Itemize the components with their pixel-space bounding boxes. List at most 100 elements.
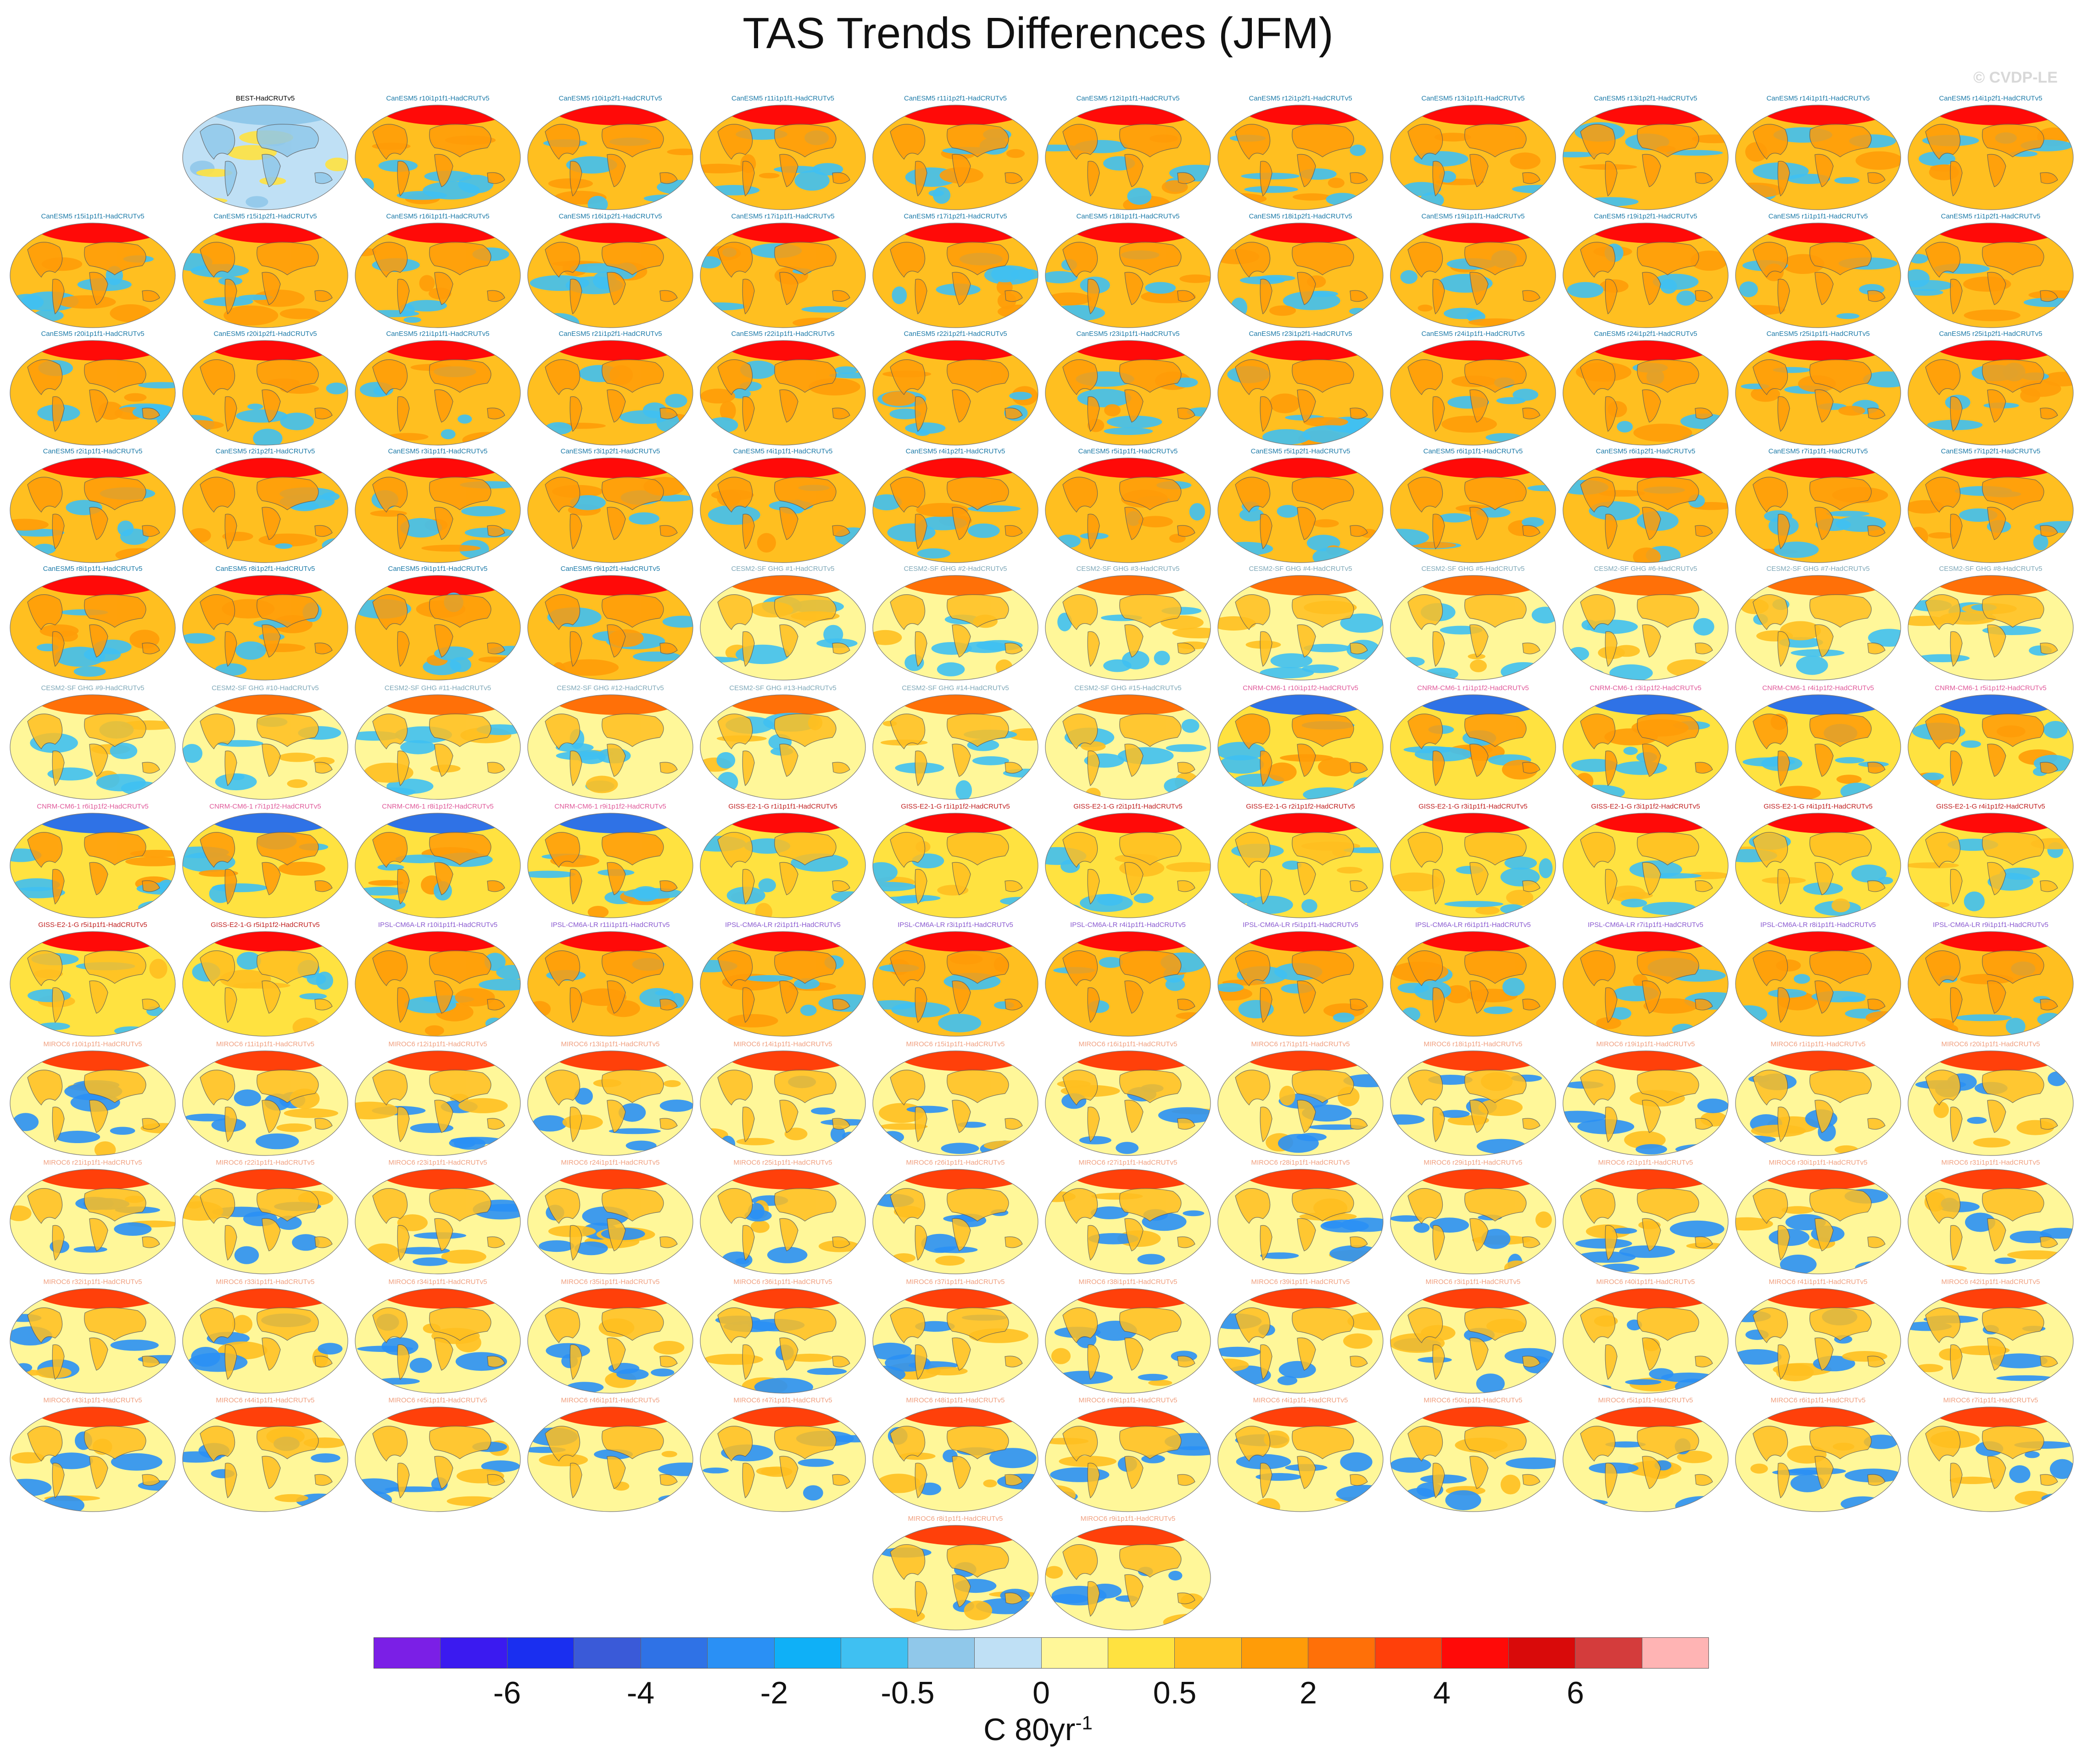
globe-border xyxy=(10,1169,176,1274)
continent-outline xyxy=(832,642,850,654)
map-panel: CESM2-SF GHG #5-HadCRUTv5 xyxy=(1388,564,1558,684)
map-panel-label: MIROC6 r28i1p1f1-HadCRUTv5 xyxy=(1251,1159,1350,1167)
continent-outline xyxy=(314,642,333,654)
continent-outline xyxy=(84,359,146,393)
map-panel: MIROC6 r38i1p1f1-HadCRUTv5 xyxy=(1043,1278,1213,1397)
globe-map xyxy=(1563,1050,1729,1156)
arctic-anomaly xyxy=(205,813,342,833)
continent-outline xyxy=(742,279,755,315)
continent-outline xyxy=(607,862,626,895)
globe-border xyxy=(527,575,693,681)
map-panel: IPSL-CM6A-LR r5i1p1f1-HadCRUTv5 xyxy=(1215,921,1386,1040)
anomaly-patch xyxy=(887,523,936,542)
continent-outline xyxy=(890,124,926,160)
anomaly-patch xyxy=(311,1453,340,1463)
globe-map xyxy=(355,340,521,446)
continent-outline xyxy=(1124,154,1144,187)
arctic-anomaly xyxy=(1930,1407,2068,1427)
map-panel: MIROC6 r19i1p1f1-HadCRUTv5 xyxy=(1560,1040,1731,1159)
colorbar-swatch xyxy=(1175,1638,1242,1668)
continent-outline xyxy=(257,359,319,393)
continent-outline xyxy=(742,1344,755,1380)
continent-outline xyxy=(1637,1188,1699,1222)
globe-map xyxy=(527,1169,693,1274)
arctic-anomaly xyxy=(1930,223,2068,243)
continent-outline xyxy=(1642,1218,1661,1251)
anomaly-patch xyxy=(1246,895,1293,914)
anomaly-patch xyxy=(1154,651,1170,665)
globe-map xyxy=(1045,931,1211,1037)
globe-map xyxy=(1735,575,1901,681)
continent-outline xyxy=(434,980,453,1014)
map-panel: MIROC6 r27i1p1f1-HadCRUTv5 xyxy=(1043,1158,1213,1278)
anomaly-patch xyxy=(1303,417,1348,427)
continent-outline xyxy=(1432,869,1445,905)
continent-outline xyxy=(1087,1581,1100,1617)
continent-outline xyxy=(1777,750,1790,787)
anomaly-patch xyxy=(1496,397,1526,404)
continent-outline xyxy=(262,1456,281,1489)
continent-outline xyxy=(1464,713,1527,747)
continent-outline xyxy=(1407,359,1443,396)
map-panel: CanESM5 r9i1p1f1-HadCRUTv5 xyxy=(352,564,523,684)
map-panel-label: MIROC6 r12i1p1f1-HadCRUTv5 xyxy=(388,1040,487,1048)
map-panel: MIROC6 r13i1p1f1-HadCRUTv5 xyxy=(525,1040,696,1159)
colorbar-swatch xyxy=(507,1638,575,1668)
continent-outline xyxy=(1950,1463,1963,1499)
anomaly-patch xyxy=(230,774,245,780)
arctic-anomaly xyxy=(32,575,170,596)
anomaly-patch xyxy=(419,275,435,292)
globe-map xyxy=(700,1288,866,1394)
map-panel-label: CanESM5 r25i1p1f1-HadCRUTv5 xyxy=(1766,330,1870,338)
map-panel: CESM2-SF GHG #6-HadCRUTv5 xyxy=(1560,564,1731,684)
continent-outline xyxy=(1432,987,1445,1023)
anomaly-patch xyxy=(357,178,374,194)
map-panel: CanESM5 r1i1p2f1-HadCRUTv5 xyxy=(1905,212,2076,331)
anomaly-patch xyxy=(1414,747,1473,762)
continent-outline xyxy=(1637,1069,1699,1103)
continent-outline xyxy=(1695,762,1713,774)
continent-outline xyxy=(545,832,580,868)
globe-map xyxy=(1390,931,1556,1037)
colorbar xyxy=(374,1637,1709,1669)
arctic-anomaly xyxy=(1067,1051,1205,1071)
arctic-anomaly xyxy=(205,1051,342,1071)
anomaly-patch xyxy=(2043,721,2068,739)
continent-outline xyxy=(397,869,410,905)
map-panel-label: CESM2-SF GHG #5-HadCRUTv5 xyxy=(1421,565,1525,573)
globe-map xyxy=(10,223,176,328)
globe-border xyxy=(1390,105,1556,210)
map-panel-label: GISS-E2-1-G r4i1p1f2-HadCRUTv5 xyxy=(1936,803,2045,810)
map-panel: CanESM5 r3i1p1f1-HadCRUTv5 xyxy=(352,447,523,566)
globe-map xyxy=(182,1407,348,1512)
globe-border xyxy=(1217,1050,1384,1156)
anomaly-patch xyxy=(700,1499,725,1512)
anomaly-patch xyxy=(233,982,290,989)
continent-outline xyxy=(1119,1425,1182,1459)
anomaly-patch xyxy=(720,401,736,421)
map-panel: MIROC6 r44i1p1f1-HadCRUTv5 xyxy=(180,1396,351,1515)
anomaly-patch xyxy=(757,533,776,553)
map-panel-label: MIROC6 r1i1p1f1-HadCRUTv5 xyxy=(1770,1040,1866,1048)
map-panel-label: CanESM5 r7i1p1f1-HadCRUTv5 xyxy=(1768,447,1868,455)
continent-outline xyxy=(224,1344,237,1380)
continent-outline xyxy=(1297,624,1316,658)
map-panel-label: MIROC6 r30i1p1f1-HadCRUTv5 xyxy=(1769,1159,1868,1167)
globe-border xyxy=(527,1169,693,1274)
globe-border xyxy=(1563,1288,1729,1394)
colorbar-tick-label: 2 xyxy=(1300,1675,1317,1710)
map-panel-label: MIROC6 r40i1p1f1-HadCRUTv5 xyxy=(1596,1278,1695,1286)
globe-border xyxy=(527,105,693,210)
anomaly-patch xyxy=(1269,393,1300,413)
arctic-anomaly xyxy=(1240,1169,1378,1189)
continent-outline xyxy=(2040,1118,2058,1130)
continent-outline xyxy=(434,389,453,423)
continent-outline xyxy=(1235,1426,1271,1462)
globe-border xyxy=(355,694,521,800)
continent-outline xyxy=(397,161,410,197)
continent-outline xyxy=(1695,999,1713,1010)
globe-map xyxy=(1390,340,1556,446)
map-panel: CanESM5 r6i1p2f1-HadCRUTv5 xyxy=(1560,447,1731,566)
anomaly-patch xyxy=(1575,773,1594,790)
globe-border xyxy=(1217,931,1384,1037)
